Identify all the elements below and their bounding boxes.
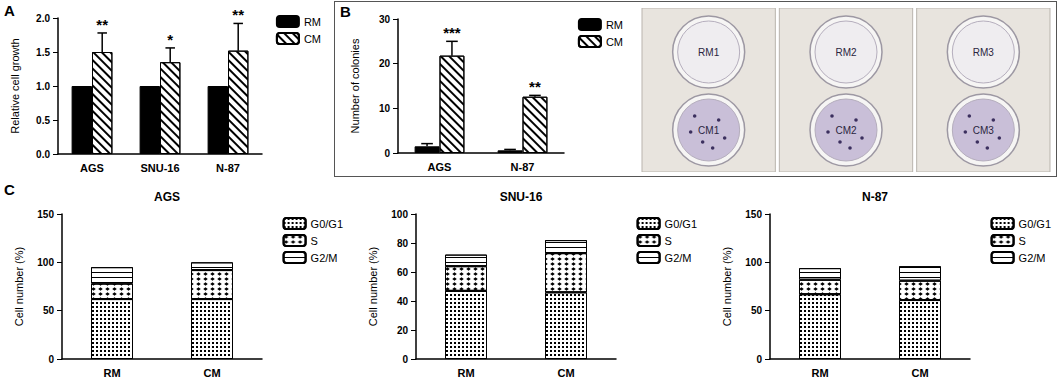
svg-text:30: 30 [379, 14, 391, 25]
svg-text:CM: CM [203, 367, 220, 379]
svg-text:SNU-16: SNU-16 [140, 162, 179, 174]
svg-text:Relative cell growth: Relative cell growth [9, 38, 21, 133]
svg-text:20: 20 [397, 325, 409, 336]
svg-text:100: 100 [391, 209, 408, 220]
html-text:B: B [340, 3, 351, 20]
svg-text:**: ** [529, 78, 541, 95]
svg-text:*: * [167, 31, 173, 48]
svg-text:1.0: 1.0 [36, 81, 50, 92]
svg-text:RM: RM [811, 367, 828, 379]
svg-text:CM2: CM2 [835, 125, 857, 136]
svg-text:Cell number (%): Cell number (%) [13, 247, 25, 326]
svg-text:N-87: N-87 [511, 161, 535, 173]
svg-text:RM: RM [457, 367, 474, 379]
svg-text:100: 100 [37, 257, 54, 268]
svg-text:50: 50 [43, 305, 55, 316]
svg-text:N-87: N-87 [862, 190, 888, 204]
svg-text:RM2: RM2 [835, 47, 857, 58]
svg-text:60: 60 [397, 267, 409, 278]
svg-text:CM: CM [304, 33, 321, 45]
svg-text:G2/M: G2/M [1019, 252, 1046, 264]
svg-text:RM3: RM3 [973, 47, 995, 58]
svg-text:**: ** [232, 6, 244, 23]
svg-text:RM1: RM1 [698, 47, 720, 58]
svg-text:20: 20 [379, 58, 391, 69]
svg-text:**: ** [96, 16, 108, 33]
svg-text:S: S [1019, 235, 1026, 247]
svg-text:RM: RM [606, 19, 623, 31]
svg-text:CM: CM [911, 367, 928, 379]
svg-text:Number of colonies: Number of colonies [349, 38, 361, 133]
svg-text:CM: CM [606, 36, 623, 48]
svg-text:AGS: AGS [154, 190, 180, 204]
svg-text:0: 0 [402, 354, 408, 365]
svg-text:Cell number (%): Cell number (%) [367, 247, 379, 326]
svg-text:G2/M: G2/M [311, 252, 338, 264]
svg-text:0: 0 [48, 354, 54, 365]
svg-text:S: S [665, 235, 672, 247]
html-text:A: A [4, 2, 15, 19]
svg-text:100: 100 [745, 257, 762, 268]
svg-text:G0/G1: G0/G1 [311, 218, 343, 230]
svg-text:0.5: 0.5 [36, 115, 50, 126]
svg-text:RM: RM [304, 16, 321, 28]
svg-text:G0/G1: G0/G1 [665, 218, 697, 230]
svg-text:0: 0 [756, 354, 762, 365]
svg-text:10: 10 [379, 103, 391, 114]
svg-text:80: 80 [397, 238, 409, 249]
svg-text:50: 50 [751, 305, 763, 316]
svg-text:Cell number (%): Cell number (%) [721, 247, 733, 326]
svg-text:S: S [311, 235, 318, 247]
svg-text:150: 150 [745, 209, 762, 220]
svg-text:CM: CM [557, 367, 574, 379]
svg-text:G0/G1: G0/G1 [1019, 218, 1051, 230]
svg-text:G2/M: G2/M [665, 252, 692, 264]
svg-text:40: 40 [397, 296, 409, 307]
svg-text:1.5: 1.5 [36, 47, 50, 58]
svg-text:150: 150 [37, 209, 54, 220]
svg-text:***: *** [443, 24, 461, 41]
svg-text:2.0: 2.0 [36, 13, 50, 24]
svg-text:AGS: AGS [428, 161, 452, 173]
svg-text:SNU-16: SNU-16 [500, 190, 543, 204]
svg-text:CM3: CM3 [973, 125, 995, 136]
svg-text:0: 0 [384, 148, 390, 159]
svg-text:N-87: N-87 [216, 162, 240, 174]
svg-text:AGS: AGS [80, 162, 104, 174]
svg-text:CM1: CM1 [698, 125, 720, 136]
svg-text:RM: RM [103, 367, 120, 379]
svg-text:0.0: 0.0 [36, 149, 50, 160]
html-text:C: C [4, 181, 15, 198]
